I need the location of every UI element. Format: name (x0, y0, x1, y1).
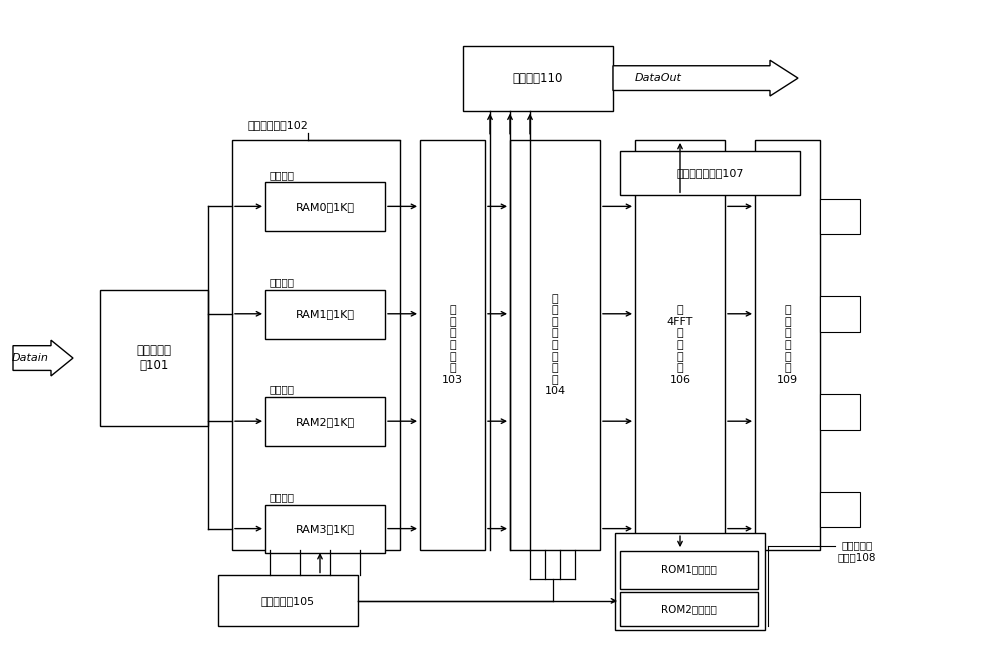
Text: 并
串
转
换
单
元
109: 并 串 转 换 单 元 109 (777, 305, 798, 385)
Bar (232, 140, 400, 550)
Text: ROM2相位因子: ROM2相位因子 (661, 604, 717, 614)
Bar (820, 394, 860, 430)
Text: 原位存储: 原位存储 (270, 170, 295, 180)
Bar (463, 46, 613, 111)
Bar (620, 551, 758, 589)
Text: 原位存储: 原位存储 (270, 385, 295, 395)
Bar (265, 505, 385, 553)
Text: 地址产生器105: 地址产生器105 (261, 596, 315, 606)
Bar (265, 182, 385, 231)
Bar (218, 575, 358, 626)
Text: DataOut: DataOut (635, 73, 681, 83)
Text: 原位存储: 原位存储 (270, 492, 295, 502)
FancyArrow shape (613, 60, 798, 96)
Text: 蝶形单元选择器107: 蝶形单元选择器107 (676, 168, 744, 178)
Bar (265, 397, 385, 446)
Text: 串
并
转
换
单
元
103: 串 并 转 换 单 元 103 (442, 305, 463, 385)
Text: RAM1（1K）: RAM1（1K） (296, 309, 354, 319)
Text: 基
4FFT
蝶
形
单
元
106: 基 4FFT 蝶 形 单 元 106 (667, 305, 693, 385)
Text: 时
分
复
用
控
制
单
元
104: 时 分 复 用 控 制 单 元 104 (544, 294, 566, 396)
Text: 数据分配单
元101: 数据分配单 元101 (136, 344, 172, 372)
Bar (755, 140, 820, 550)
Bar (510, 140, 600, 550)
Text: 数据存储单元102: 数据存储单元102 (248, 120, 309, 130)
Text: Datain: Datain (12, 353, 48, 363)
Bar (265, 290, 385, 339)
Text: 译序单元110: 译序单元110 (513, 72, 563, 85)
Bar (620, 592, 758, 626)
Text: RAM2（1K）: RAM2（1K） (295, 417, 355, 426)
Bar (100, 290, 208, 426)
Text: RAM3（1K）: RAM3（1K） (296, 524, 354, 534)
Bar (820, 199, 860, 234)
Bar (820, 492, 860, 527)
Bar (420, 140, 485, 550)
Text: 旋转因子存
储单元108: 旋转因子存 储单元108 (838, 540, 876, 562)
Bar (635, 140, 725, 550)
Text: RAM0（1K）: RAM0（1K） (296, 202, 354, 212)
Text: ROM1旋转因子: ROM1旋转因子 (661, 564, 717, 575)
Bar (620, 151, 800, 195)
Bar (615, 533, 765, 630)
Bar (820, 296, 860, 332)
FancyArrow shape (13, 340, 73, 376)
Text: 原位存储: 原位存储 (270, 277, 295, 287)
